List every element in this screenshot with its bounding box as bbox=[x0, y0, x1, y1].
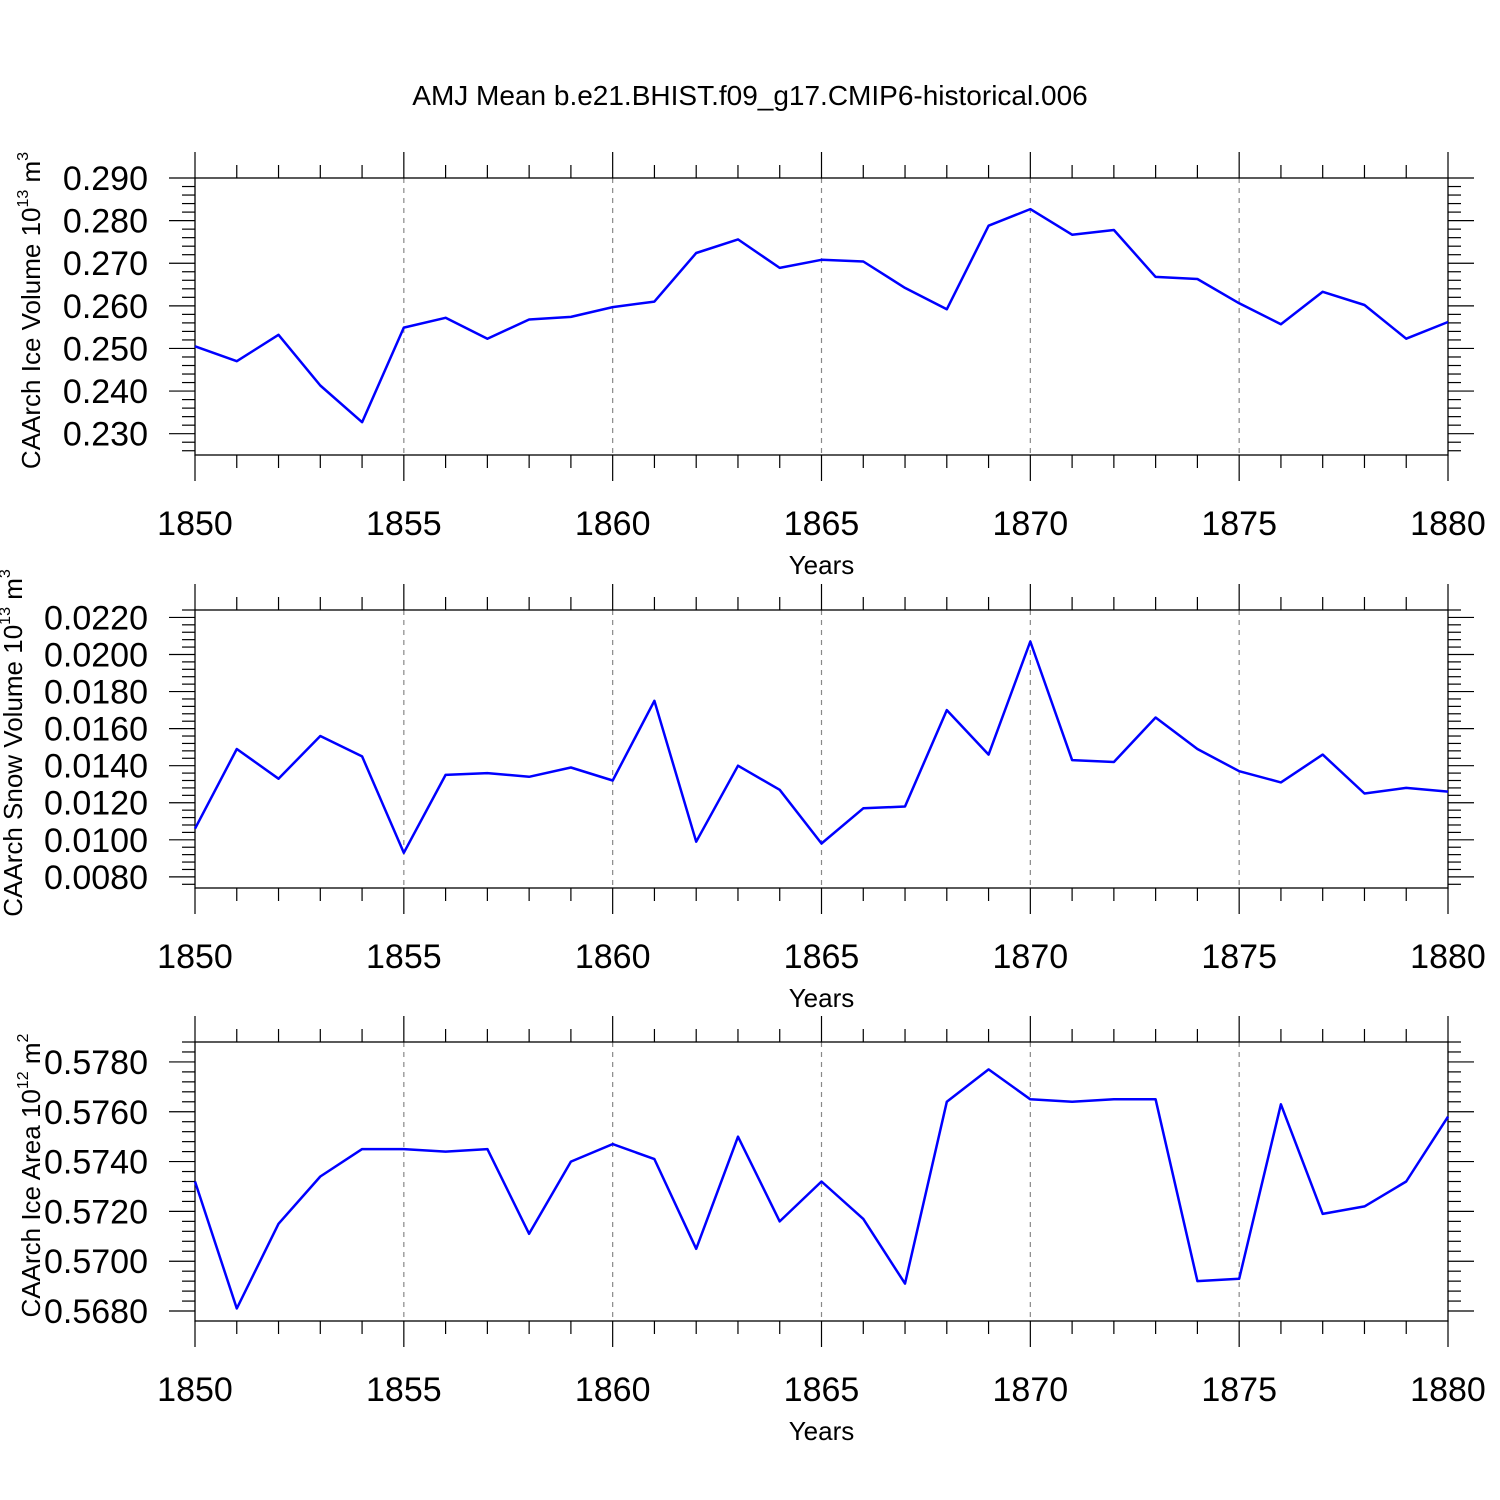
y-tick-label: 0.230 bbox=[63, 416, 148, 454]
chart-panel-2: 0.00800.01000.01200.01400.01600.01800.02… bbox=[0, 569, 1486, 1013]
y-tick-label: 0.0160 bbox=[44, 711, 148, 749]
data-series-line bbox=[194, 207, 1449, 424]
chart-panel-3: 0.5680 0.5700 0.5720 0.5740 0.5760 0.5780 1850… bbox=[15, 1016, 1486, 1446]
data-series-line bbox=[193, 1068, 1450, 1310]
y-tick-label: 0.260 bbox=[63, 288, 148, 326]
x-axis-label: Years bbox=[789, 550, 855, 580]
y-axis-label: CAArch Snow Volume 1013 m3 bbox=[0, 569, 28, 917]
x-tick-label: 1875 bbox=[1201, 938, 1277, 976]
y-axis-label: CAArch Ice Area 1012 m2 bbox=[15, 1033, 46, 1317]
x-tick-label: 1850 bbox=[157, 1371, 233, 1409]
y-tick-label: 0.5780 bbox=[44, 1044, 148, 1082]
x-axis-label: Years bbox=[789, 1416, 855, 1446]
y-tick-label: 0.0200 bbox=[44, 636, 148, 674]
y-tick-label: 0.5720 bbox=[44, 1193, 148, 1231]
x-tick-label: 1880 bbox=[1410, 1371, 1486, 1409]
y-tick-label: 0.270 bbox=[63, 245, 148, 283]
y-tick-label: 0.5740 bbox=[44, 1144, 148, 1182]
y-tick-label: 0.0100 bbox=[44, 822, 148, 860]
y-tick-label: 0.280 bbox=[63, 203, 148, 241]
x-tick-label: 1860 bbox=[575, 1371, 651, 1409]
x-tick-label: 1870 bbox=[993, 505, 1069, 543]
x-tick-label: 1860 bbox=[575, 938, 651, 976]
y-tick-label: 0.0140 bbox=[44, 748, 148, 786]
y-tick-label: 0.0220 bbox=[44, 599, 148, 637]
x-tick-label: 1855 bbox=[366, 1371, 442, 1409]
x-tick-label: 1865 bbox=[784, 938, 860, 976]
y-tick-label: 0.290 bbox=[63, 160, 148, 198]
y-tick-label: 0.250 bbox=[63, 330, 148, 368]
y-axis-label: CAArch Ice Volume 1013 m3 bbox=[15, 152, 46, 469]
x-axis-label: Years bbox=[789, 983, 855, 1013]
y-tick-label: 0.0180 bbox=[44, 674, 148, 712]
x-tick-label: 1875 bbox=[1201, 1371, 1277, 1409]
y-tick-label: 0.5700 bbox=[44, 1243, 148, 1281]
x-tick-label: 1875 bbox=[1201, 505, 1277, 543]
y-tick-label: 0.5760 bbox=[44, 1094, 148, 1132]
y-tick-label: 0.0080 bbox=[44, 859, 148, 897]
x-tick-label: 1850 bbox=[157, 505, 233, 543]
x-tick-label: 1880 bbox=[1410, 938, 1486, 976]
x-tick-label: 1855 bbox=[366, 938, 442, 976]
x-tick-label: 1860 bbox=[575, 505, 651, 543]
x-tick-label: 1870 bbox=[993, 938, 1069, 976]
figure-title: AMJ Mean b.e21.BHIST.f09_g17.CMIP6-histo… bbox=[412, 80, 1087, 111]
x-tick-label: 1865 bbox=[784, 505, 860, 543]
x-tick-label: 1850 bbox=[157, 938, 233, 976]
x-tick-label: 1880 bbox=[1410, 505, 1486, 543]
data-series-line bbox=[193, 640, 1449, 855]
y-tick-label: 0.5680 bbox=[44, 1293, 148, 1331]
y-tick-label: 0.240 bbox=[63, 373, 148, 411]
x-tick-label: 1870 bbox=[993, 1371, 1069, 1409]
x-tick-label: 1855 bbox=[366, 505, 442, 543]
y-tick-label: 0.0120 bbox=[44, 785, 148, 823]
x-tick-label: 1865 bbox=[784, 1371, 860, 1409]
chart-panel-1: 0.230 0.240 0.250 0.260 0.270 0.280 0.290 1850 1… bbox=[15, 152, 1486, 580]
